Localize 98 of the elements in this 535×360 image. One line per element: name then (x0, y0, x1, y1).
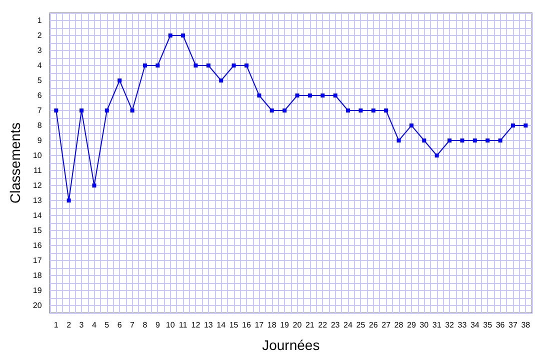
x-tick-label: 19 (280, 320, 290, 330)
y-tick-label: 11 (33, 166, 42, 175)
x-tick-label: 24 (344, 320, 353, 330)
y-tick-label: 9 (37, 136, 42, 145)
x-tick-label: 9 (155, 320, 160, 330)
y-tick-label: 19 (32, 286, 42, 295)
point (320, 94, 325, 98)
x-tick-label: 14 (216, 320, 226, 330)
point (498, 138, 502, 142)
point (460, 138, 464, 142)
x-tick-label: 10 (166, 320, 176, 330)
x-tick-label: 36 (496, 320, 506, 330)
y-axis-title: Classements (7, 122, 23, 204)
x-tick-label: 11 (178, 320, 188, 330)
x-tick-label: 16 (242, 320, 252, 330)
y-tick-label: 13 (32, 196, 42, 205)
x-tick-label: 3 (79, 320, 84, 330)
y-tick-label: 5 (37, 76, 42, 85)
y-tick-label: 2 (37, 31, 42, 40)
point (270, 108, 274, 112)
point (486, 138, 490, 142)
point (295, 94, 300, 98)
point (524, 124, 528, 128)
point (409, 124, 414, 128)
x-tick-label: 38 (521, 320, 531, 330)
point (156, 64, 160, 68)
x-tick-label: 31 (432, 320, 442, 330)
x-tick-label: 2 (66, 320, 72, 330)
x-tick-label: 13 (204, 320, 214, 330)
x-tick-label: 21 (305, 320, 315, 330)
point (168, 34, 172, 38)
point (257, 94, 262, 98)
point (80, 108, 84, 112)
x-tick-label: 15 (229, 320, 239, 330)
point (232, 64, 236, 68)
y-tick-label: 4 (37, 61, 42, 70)
point (434, 154, 439, 158)
point (104, 108, 109, 112)
point (346, 108, 350, 112)
x-tick-label: 27 (382, 320, 392, 330)
point (282, 108, 287, 112)
point (66, 198, 71, 202)
x-tick-label: 32 (445, 320, 455, 330)
x-tick-label: 20 (292, 320, 302, 330)
x-tick-label: 29 (406, 320, 416, 330)
point (472, 138, 477, 142)
y-tick-label: 16 (32, 241, 42, 250)
x-tick-label: 4 (92, 320, 97, 330)
x-tick-label: 7 (130, 320, 136, 330)
point (130, 108, 134, 112)
x-axis-title: Journées (262, 337, 320, 353)
point (54, 108, 58, 112)
y-tick-label: 18 (32, 271, 42, 280)
y-tick-label: 17 (32, 256, 42, 265)
point (206, 64, 210, 68)
x-tick-label: 1 (54, 320, 59, 330)
y-tick-label: 7 (37, 106, 42, 115)
point (333, 94, 338, 98)
y-tick-label: 12 (32, 181, 42, 190)
y-tick-label: 6 (37, 91, 42, 100)
x-tick-label: 33 (458, 320, 468, 330)
point (384, 108, 388, 112)
y-tick-label: 8 (37, 121, 42, 130)
point (92, 184, 96, 188)
point (371, 108, 376, 112)
y-tick-label: 15 (32, 226, 42, 235)
x-tick-label: 18 (267, 320, 277, 330)
x-tick-label: 30 (420, 320, 430, 330)
point (510, 124, 515, 128)
point (142, 64, 147, 68)
x-tick-label: 34 (470, 320, 480, 330)
x-tick-label: 8 (142, 320, 148, 330)
x-tick-label: 37 (508, 320, 518, 330)
x-tick-label: 17 (254, 320, 264, 330)
x-tick-label: 26 (368, 320, 378, 330)
x-tick-label: 6 (117, 320, 122, 330)
y-tick-label: 20 (32, 301, 42, 310)
x-tick-label: 23 (330, 320, 340, 330)
point (396, 138, 401, 142)
point (422, 138, 426, 142)
x-tick-label: 22 (318, 320, 328, 330)
y-tick-label: 10 (32, 151, 42, 160)
point (358, 108, 363, 112)
point (194, 64, 198, 68)
point (308, 94, 312, 98)
x-tick-label: 28 (394, 320, 404, 330)
y-tick-label: 14 (32, 211, 42, 220)
x-tick-label: 35 (483, 320, 493, 330)
point (118, 78, 122, 82)
point (181, 34, 186, 38)
x-tick-label: 12 (191, 320, 201, 330)
y-tick-label: 1 (37, 16, 42, 25)
x-tick-label: 25 (356, 320, 366, 330)
y-tick-label: 3 (37, 46, 42, 55)
point (448, 138, 452, 142)
point (219, 78, 224, 82)
point (244, 64, 248, 68)
x-tick-label: 5 (104, 320, 110, 330)
